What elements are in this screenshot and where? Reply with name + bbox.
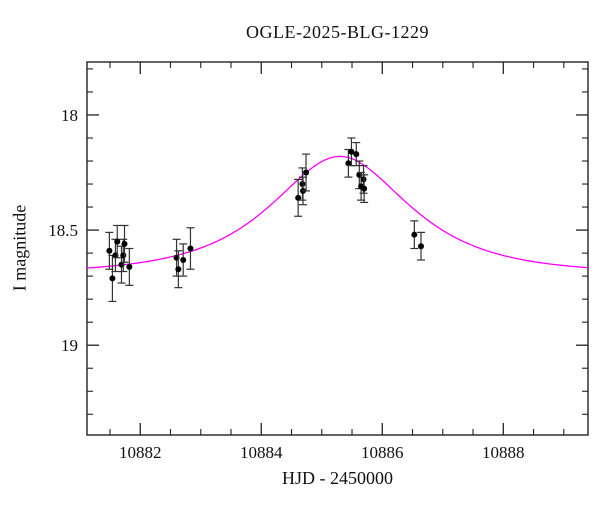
data-point (418, 243, 424, 250)
y-tick-label: 18 (61, 106, 78, 125)
data-point (121, 240, 128, 247)
data-point (114, 238, 121, 245)
data-point (120, 252, 127, 259)
data-point (345, 160, 352, 167)
data-point (187, 245, 194, 252)
y-tick-label: 19 (61, 336, 78, 355)
data-point (180, 257, 187, 264)
model-curve (86, 155, 589, 269)
x-tick-label: 10888 (482, 443, 525, 462)
y-tick-label: 18.5 (48, 221, 78, 240)
x-tick-label: 10884 (240, 443, 283, 462)
plot-frame (86, 61, 589, 436)
data-point (126, 263, 133, 270)
data-point (109, 275, 116, 282)
data-point (299, 181, 306, 188)
data-point (361, 185, 368, 192)
data-point (295, 194, 302, 201)
data-point (303, 169, 310, 176)
data-point (348, 148, 355, 155)
data-point (353, 151, 360, 158)
x-tick-label: 10882 (119, 443, 162, 462)
data-point (360, 176, 367, 183)
chart-title: OGLE-2025-BLG-1229 (246, 22, 429, 42)
data-point (106, 247, 113, 254)
data-point (175, 266, 182, 273)
data-point (411, 231, 418, 238)
x-tick-label: 10886 (361, 443, 404, 462)
x-axis-label: HJD - 2450000 (282, 468, 393, 488)
